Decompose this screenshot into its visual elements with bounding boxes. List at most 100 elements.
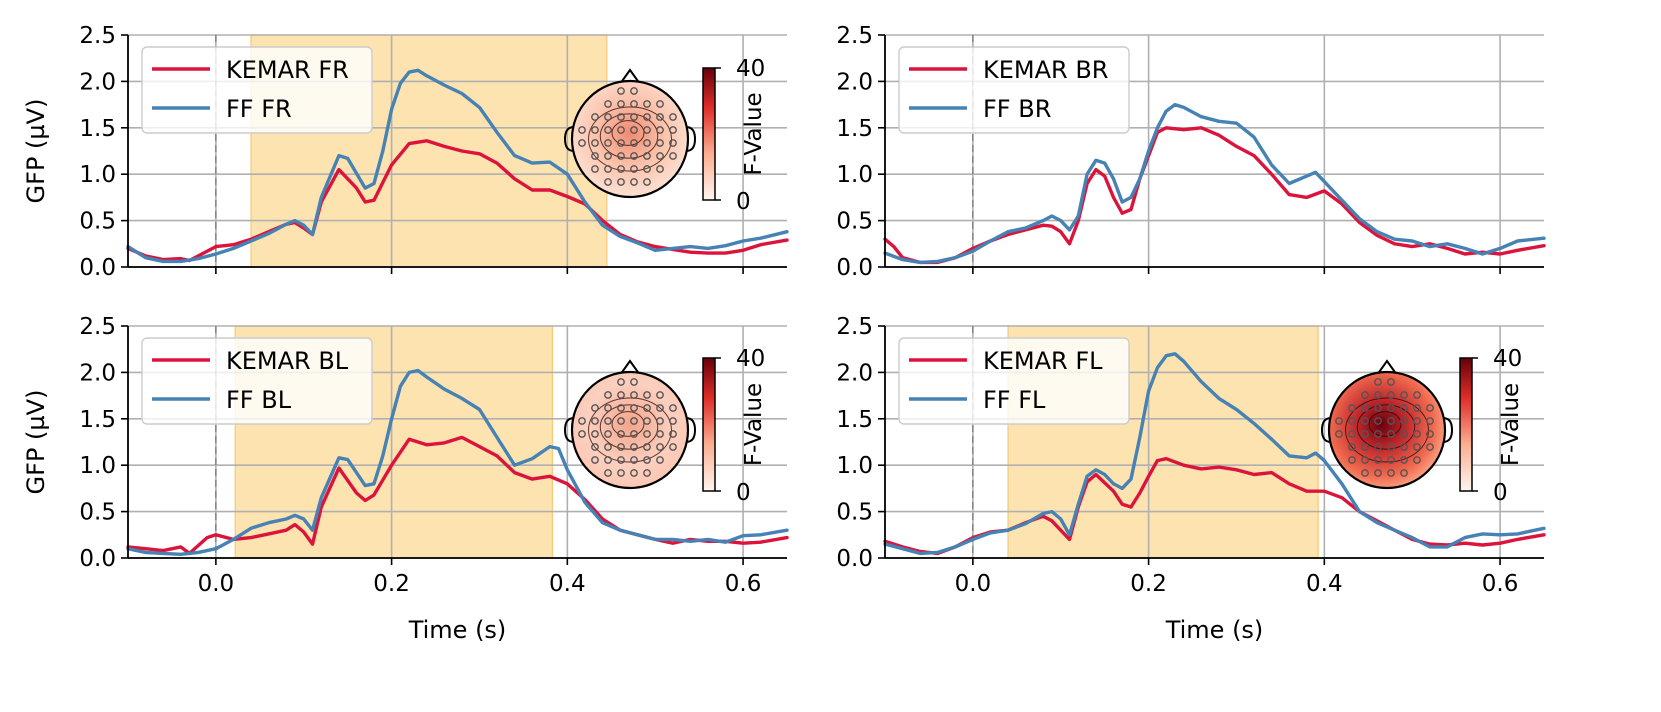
electrode-marker (1400, 391, 1408, 399)
y-tick-label: 2.5 (836, 314, 873, 340)
electrode-marker (1361, 469, 1369, 477)
electrode-marker (630, 378, 638, 386)
legend-label: FF FR (226, 95, 292, 123)
y-tick-label: 1.5 (836, 116, 873, 142)
colorbar-max-label: 40 (736, 56, 765, 82)
electrode-marker (1413, 430, 1421, 438)
electrode-marker (656, 456, 664, 464)
y-tick-label: 2.5 (836, 23, 873, 49)
legend-label: KEMAR FR (226, 56, 349, 84)
legend-label: KEMAR FL (983, 347, 1103, 375)
electrode-marker (604, 443, 612, 451)
electrode-marker (669, 139, 677, 147)
electrode-marker (1348, 456, 1356, 464)
electrode-marker (1426, 404, 1434, 412)
electrode-marker (604, 417, 612, 425)
topomap-inset: 40 0 F-Value (563, 346, 767, 506)
colorbar-min-label: 0 (1493, 480, 1508, 506)
electrode-marker (630, 178, 638, 186)
x-axis-label: Time (s) (408, 616, 507, 644)
topomap-contour (1356, 404, 1416, 450)
electrode-marker (669, 404, 677, 412)
electrode-marker (1374, 404, 1382, 412)
electrode-marker (1374, 456, 1382, 464)
electrode-marker (643, 126, 651, 134)
electrode-marker (617, 469, 625, 477)
electrode-marker (1387, 469, 1395, 477)
electrode-marker (1400, 417, 1408, 425)
electrode-marker (669, 430, 677, 438)
topomap-contour (611, 411, 645, 437)
electrode-marker (643, 404, 651, 412)
electrode-marker (591, 152, 599, 160)
y-tick-label: 0.5 (836, 500, 873, 526)
electrode-marker (604, 139, 612, 147)
electrode-marker (1387, 417, 1395, 425)
electrode-marker (1426, 417, 1434, 425)
topomap-inset: 40 0 F-Value (1320, 346, 1524, 506)
electrode-marker (591, 113, 599, 121)
x-tick-label: 0.6 (725, 571, 762, 597)
electrode-marker (643, 178, 651, 186)
x-tick-label: 0.6 (1482, 571, 1519, 597)
x-tick-label: 0.0 (198, 571, 235, 597)
legend: KEMAR BR FF BR (898, 46, 1130, 134)
electrode-marker (1374, 378, 1382, 386)
electrode-marker (643, 443, 651, 451)
topomap-inset: 40 0 F-Value (563, 56, 767, 215)
electrode-marker (643, 100, 651, 108)
electrode-marker (1413, 443, 1421, 451)
head-left-ear (1320, 417, 1332, 443)
electrode-marker (630, 126, 638, 134)
electrode-marker (630, 113, 638, 121)
series-line-kemar-br (883, 126, 1546, 265)
head-nose (619, 68, 641, 85)
electrode-marker (630, 404, 638, 412)
electrode-marker (643, 417, 651, 425)
electrode-marker (1374, 417, 1382, 425)
y-tick-label: 2.5 (79, 23, 116, 49)
y-tick-label: 2.0 (79, 69, 116, 95)
y-axis-label: GFP (µV) (22, 390, 50, 495)
y-tick-label: 2.0 (836, 360, 873, 386)
electrode-marker (1400, 404, 1408, 412)
colorbar (1459, 357, 1473, 492)
electrode-marker (1361, 443, 1369, 451)
x-tick-label: 0.4 (1306, 571, 1343, 597)
electrode-marker (669, 152, 677, 160)
electrode-marker (643, 152, 651, 160)
electrode-marker (630, 456, 638, 464)
electrode-marker (1387, 443, 1395, 451)
x-tick-label: 0.2 (1130, 571, 1167, 597)
electrode-marker (630, 469, 638, 477)
electrode-marker (1400, 443, 1408, 451)
legend: KEMAR FR FF FR (141, 46, 373, 134)
panel-bottom-left: 0.0 0.5 1.0 1.5 2.0 2.5 0.0 0.2 0.4 0.6 Time (s) GF… (22, 314, 789, 644)
electrode-marker (604, 126, 612, 134)
electrode-marker (656, 430, 664, 438)
series-line-ff-fl (883, 352, 1546, 556)
electrode-marker (591, 165, 599, 173)
electrode-marker (656, 139, 664, 147)
electrode-marker (617, 378, 625, 386)
topomap-contour (1345, 397, 1429, 463)
y-tick-label: 0.0 (836, 255, 873, 281)
electrode-marker (656, 165, 664, 173)
y-tick-label: 0.5 (79, 500, 116, 526)
electrode-marker (617, 152, 625, 160)
topomap-contour (588, 397, 672, 463)
legend-label: FF BR (983, 95, 1051, 123)
electrode-marker (630, 139, 638, 147)
electrode-marker (591, 456, 599, 464)
electrode-marker (604, 165, 612, 173)
electrode-marker (591, 443, 599, 451)
y-axis-label: GFP (µV) (22, 99, 50, 204)
y-tick-label: 1.0 (79, 453, 116, 479)
head-outline (570, 79, 690, 199)
electrode-marker (591, 126, 599, 134)
electrode-marker (1361, 430, 1369, 438)
electrode-marker (1335, 430, 1343, 438)
electrode-marker (630, 430, 638, 438)
electrode-marker (604, 178, 612, 186)
